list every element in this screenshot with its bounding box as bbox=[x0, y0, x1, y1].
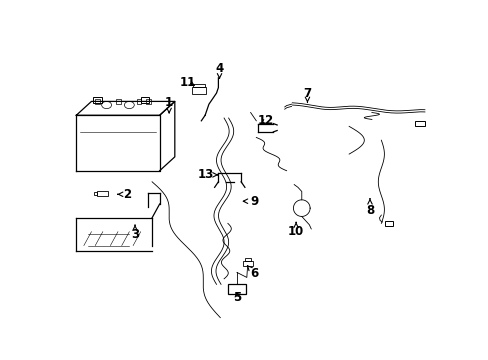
Bar bbox=[94, 192, 97, 195]
Text: 3: 3 bbox=[131, 225, 139, 241]
Text: 9: 9 bbox=[243, 195, 258, 208]
Bar bbox=[227, 284, 245, 294]
Text: 10: 10 bbox=[287, 222, 304, 238]
Bar bbox=[415, 121, 424, 126]
Bar bbox=[385, 221, 393, 226]
Bar bbox=[244, 258, 250, 261]
Bar bbox=[243, 261, 252, 266]
Bar bbox=[116, 99, 121, 104]
Text: 7: 7 bbox=[303, 87, 311, 102]
Bar bbox=[191, 87, 206, 94]
Bar bbox=[97, 191, 107, 196]
Text: 13: 13 bbox=[197, 168, 217, 181]
Bar bbox=[141, 97, 149, 103]
Text: 5: 5 bbox=[233, 291, 241, 304]
Text: 1: 1 bbox=[165, 96, 173, 113]
Text: 12: 12 bbox=[257, 114, 273, 127]
Text: 4: 4 bbox=[215, 62, 223, 78]
Bar bbox=[146, 99, 151, 104]
Bar bbox=[137, 99, 141, 104]
Text: 8: 8 bbox=[365, 199, 373, 217]
Bar bbox=[93, 97, 102, 103]
Bar bbox=[95, 99, 100, 104]
Text: 2: 2 bbox=[118, 188, 131, 201]
Bar bbox=[193, 84, 205, 87]
Text: 6: 6 bbox=[247, 266, 258, 280]
Text: 11: 11 bbox=[180, 76, 196, 89]
